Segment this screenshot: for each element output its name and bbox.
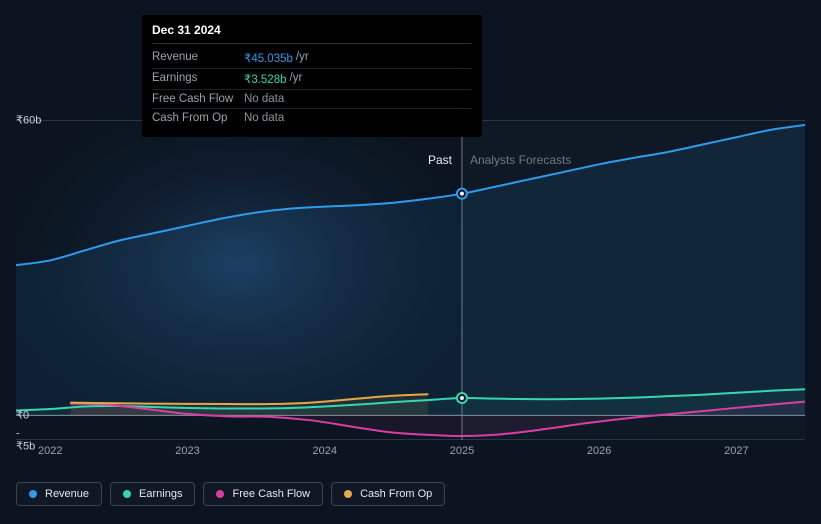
y-tick-label: ₹0 [16,409,30,422]
x-axis-labels: 2022 2023 2024 2025 2026 2027 [16,445,805,465]
tooltip-metric-label: Earnings [152,72,244,86]
x-tick-label: 2022 [38,445,62,457]
tooltip-row: Revenue₹45.035b/yr [152,48,472,69]
tooltip-metric-value: No data [244,112,284,124]
x-tick-label: 2026 [587,445,611,457]
legend-item-earnings[interactable]: Earnings [110,482,195,506]
tooltip-row: Earnings₹3.528b/yr [152,69,472,90]
tooltip-metric-value: ₹3.528b [244,72,287,86]
tooltip-rows: Revenue₹45.035b/yrEarnings₹3.528b/yrFree… [152,48,472,127]
tooltip-date: Dec 31 2024 [152,23,472,44]
forecast-region-label: Analysts Forecasts [470,153,571,167]
legend: Revenue Earnings Free Cash Flow Cash From O… [16,482,445,506]
chart-plot-area[interactable] [16,120,805,440]
hover-tooltip: Dec 31 2024 Revenue₹45.035b/yrEarnings₹3… [142,15,482,137]
tooltip-metric-unit: /yr [296,51,309,65]
tooltip-metric-unit: /yr [290,72,303,86]
tooltip-metric-label: Free Cash Flow [152,93,244,105]
legend-dot-icon [216,490,224,498]
legend-item-label: Cash From Op [360,488,432,500]
x-tick-label: 2025 [450,445,474,457]
x-tick-label: 2023 [175,445,199,457]
tooltip-metric-label: Revenue [152,51,244,65]
legend-item-cfo[interactable]: Cash From Op [331,482,445,506]
tooltip-metric-label: Cash From Op [152,112,244,124]
past-region-label: Past [428,153,452,167]
legend-item-label: Revenue [45,488,89,500]
tooltip-row: Cash From OpNo data [152,109,472,127]
tooltip-metric-value: No data [244,93,284,105]
legend-dot-icon [29,490,37,498]
x-tick-label: 2024 [312,445,336,457]
legend-item-label: Earnings [139,488,182,500]
x-tick-label: 2027 [724,445,748,457]
legend-item-revenue[interactable]: Revenue [16,482,102,506]
chart-svg [16,120,805,440]
legend-dot-icon [344,490,352,498]
legend-item-label: Free Cash Flow [232,488,310,500]
tooltip-metric-value: ₹45.035b [244,51,293,65]
legend-dot-icon [123,490,131,498]
tooltip-row: Free Cash FlowNo data [152,90,472,109]
legend-item-fcf[interactable]: Free Cash Flow [203,482,323,506]
y-tick-label: ₹60b [16,114,30,127]
